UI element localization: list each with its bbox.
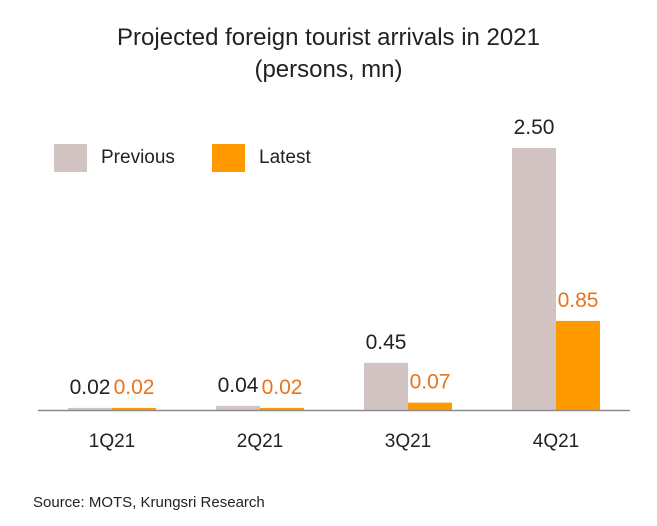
x-tick-label-2q21: 2Q21 [237,431,283,452]
bar-latest-3q21 [408,402,452,410]
data-label-previous-4q21: 2.50 [514,116,555,139]
legend-label-previous: Previous [101,147,175,168]
bar-previous-3q21 [364,362,408,410]
data-label-latest-4q21: 0.85 [558,289,599,312]
data-label-latest-1q21: 0.02 [114,376,155,399]
data-label-latest-3q21: 0.07 [410,371,451,394]
bar-previous-1q21 [68,407,112,410]
bar-latest-1q21 [112,407,156,410]
bar-previous-2q21 [216,405,260,410]
bar-previous-4q21 [512,148,556,410]
data-label-previous-1q21: 0.02 [70,376,111,399]
bar-latest-4q21 [556,320,600,410]
x-tick-label-1q21: 1Q21 [89,431,135,452]
chart-title: Projected foreign tourist arrivals in 20… [117,24,540,51]
legend-item-latest: Latest [212,143,311,173]
legend-swatch-latest [212,144,245,172]
legend-item-previous: Previous [54,143,175,173]
data-label-latest-2q21: 0.02 [262,376,303,399]
x-tick-label-3q21: 3Q21 [385,431,431,452]
data-label-previous-2q21: 0.04 [218,374,259,397]
legend-label-latest: Latest [259,147,311,168]
data-label-previous-3q21: 0.45 [366,331,407,354]
chart-subtitle: (persons, mn) [254,56,403,83]
legend-swatch-previous [54,144,87,172]
source-note: Source: MOTS, Krungsri Research [33,494,265,511]
x-tick-label-4q21: 4Q21 [533,431,579,452]
bar-latest-2q21 [260,407,304,410]
